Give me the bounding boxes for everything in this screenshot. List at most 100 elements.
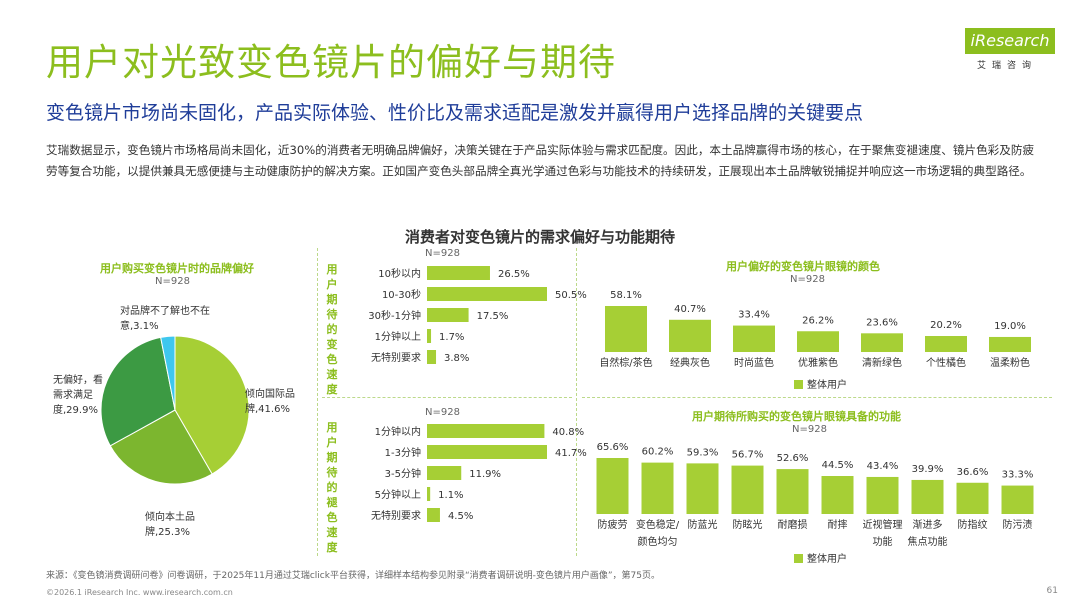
legend-swatch [794,380,803,389]
bar-value-label: 17.5% [477,311,509,322]
function-n: N=928 [792,424,827,435]
page-subtitle: 变色镜片市场尚未固化，产品实际体验、性价比及需求适配是激发并赢得用户选择品牌的关… [46,102,864,124]
bar-value-label: 26.5% [498,269,530,280]
bar-category-label: 经典灰色 [670,356,710,369]
bar [427,466,462,480]
bar-category-label: 变色稳定/颜色均匀 [636,518,680,548]
logo-subtitle: 艾瑞咨询 [976,61,1037,71]
bar-value-label: 50.5% [555,290,587,301]
legend-label: 整体用户 [807,378,847,391]
bar [427,487,431,501]
logo-brand: iResearch [965,28,1055,54]
bar-category-label: 防眩光 [733,518,763,531]
side-label-char: 色 [326,353,338,366]
fade-out-n: N=928 [425,248,460,259]
bar [911,479,944,514]
bar-category-label: 1分钟以上 [375,330,421,343]
bar-category-label: 1分钟以内 [375,425,421,438]
bar-category-line: 功能 [873,535,893,548]
bar-value-label: 33.3% [1002,470,1034,481]
pie-label-line: 倾向国际品 [245,387,295,400]
bar-value-label: 40.8% [552,427,584,438]
pie-slice [174,335,250,475]
bar-category-line: 防疲劳 [598,518,628,531]
bar [427,350,437,364]
pie-slice [100,336,176,447]
bar [427,266,490,280]
side-label-char: 户 [326,436,338,449]
bar [989,336,1031,352]
side-label-char: 用 [326,421,338,434]
bar-category-line: 颜色均匀 [638,535,678,548]
bar-category-label: 10-30秒 [382,288,421,301]
pie-label-line: 意,3.1% [120,319,159,332]
color-n: N=928 [790,274,825,285]
bar-category-line: 近视管理 [863,518,903,531]
bar-category-line: 清新绿色 [862,356,902,369]
pie-label-line: 对品牌不了解也不在 [120,304,210,317]
bar-value-label: 65.6% [597,442,629,453]
side-label-char: 度 [326,383,338,396]
bar-value-label: 23.6% [866,317,898,328]
bar-value-label: 3.8% [444,353,469,364]
side-label-char: 用 [326,263,338,276]
pie-slice [109,409,213,485]
bar [925,336,967,352]
bar-value-label: 52.6% [777,453,809,464]
bar-value-label: 39.9% [912,464,944,475]
side-label-char: 变 [326,338,338,351]
bar-category-line: 渐进多 [913,518,943,531]
bar-category-label: 防蓝光 [688,518,718,531]
bar-category-label: 优雅紫色 [798,356,838,369]
bar-category-line: 经典灰色 [670,356,710,369]
pie-label: 倾向本土品牌,25.3% [145,510,195,538]
bar [427,308,469,322]
bar [669,319,711,352]
bar-value-label: 41.7% [555,448,587,459]
page-number: 61 [1046,586,1058,596]
bar [596,458,629,514]
bar [866,476,899,514]
bar-category-label: 个性橘色 [926,356,966,369]
side-label-char: 待 [326,466,338,479]
side-label-char: 户 [326,278,338,291]
bar-category-line: 耐摔 [828,518,848,531]
divider-middle [322,397,572,398]
bar-category-line: 防指纹 [958,518,988,531]
bar-category-line: 自然棕/茶色 [599,356,652,369]
bar-category-line: 防蓝光 [688,518,718,531]
color-preference-chart: 58.1% 自然棕/茶色 40.7% 经典灰色 33.4% 时尚蓝色 26.2% 优雅紫色 23… [599,290,1031,391]
bar-category-label: 清新绿色 [862,356,902,369]
bar [427,329,432,343]
bar [1001,485,1034,514]
bar [605,306,647,352]
center-chart-title: 消费者对变色镜片的需求偏好与功能期待 [404,228,675,246]
bar-category-label: 近视管理功能 [863,518,903,548]
pie-label-line: 倾向本土品 [145,510,195,523]
side-label-char: 期 [326,451,338,464]
pie-label: 对品牌不了解也不在意,3.1% [120,304,210,332]
bar-value-label: 58.1% [610,290,642,301]
footer-source: 来源：《变色镜消费调研问卷》问卷调研，于2025年11月通过艾瑞click平台获… [46,571,660,581]
bar-category-label: 自然棕/茶色 [599,356,652,369]
bar [733,325,775,352]
side-label-char: 速 [326,526,338,539]
bar-category-label: 温柔粉色 [990,356,1030,369]
bar-category-label: 耐摔 [828,518,848,531]
fade-back-side-label: 用户期待的褪色速度 [325,420,339,555]
side-label-char: 期 [326,293,338,306]
color-title: 用户偏好的变色镜片眼镜的颜色 [726,260,880,273]
bar [427,445,547,459]
bar-category-line: 优雅紫色 [798,356,838,369]
side-label-char: 色 [326,511,338,524]
bar-category-line: 时尚蓝色 [734,356,774,369]
bar [861,333,903,352]
pie-label-line: 牌,41.6% [245,402,290,415]
fade-back-speed-chart: 1分钟以内 40.8% 1-3分钟 41.7% 3-5分钟 11.9% 5分钟以上 1.1% 无… [371,424,587,522]
bar [797,331,839,352]
side-label-char: 的 [326,481,338,494]
pie-label-line: 需求满足 [53,389,93,401]
divider-right [576,248,577,556]
bar-value-label: 60.2% [642,447,674,458]
bar-category-label: 时尚蓝色 [734,356,774,369]
